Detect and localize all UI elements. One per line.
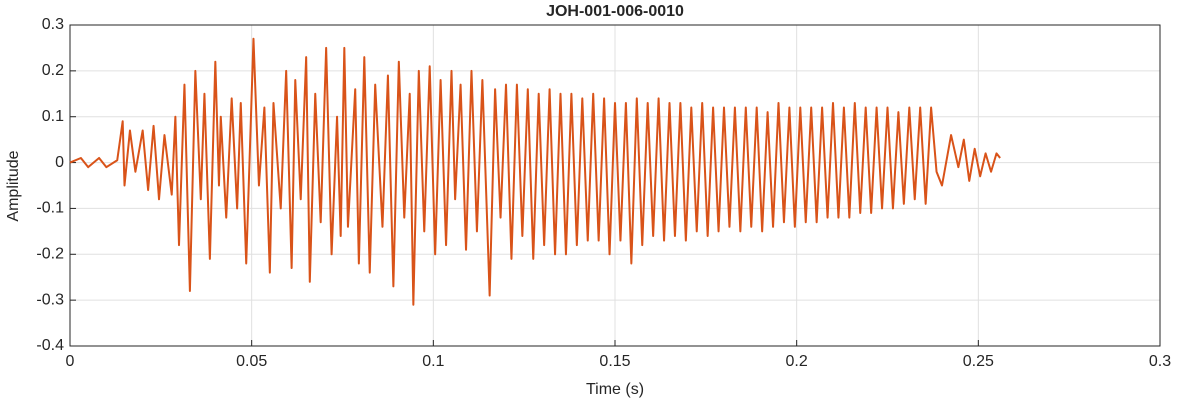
- y-tick-label: -0.2: [36, 246, 64, 263]
- y-tick-label: -0.1: [36, 200, 64, 217]
- x-tick-label: 0.1: [422, 353, 444, 370]
- x-tick-label: 0.05: [236, 353, 267, 370]
- y-tick-label: -0.4: [36, 337, 64, 354]
- waveform-line: [69, 37, 1001, 306]
- y-tick-label: -0.3: [36, 291, 64, 308]
- y-tick-label: 0: [55, 154, 64, 171]
- chart-title: JOH-001-006-0010: [546, 3, 684, 20]
- x-tick-label: 0.15: [599, 353, 630, 370]
- plot-frame: [69, 24, 1161, 347]
- y-tick-label: 0.3: [42, 16, 64, 33]
- x-tick-label: 0.25: [963, 353, 994, 370]
- x-tick-label: 0.2: [786, 353, 808, 370]
- x-axis-label: Time (s): [586, 381, 644, 398]
- y-tick-label: 0.1: [42, 108, 64, 125]
- x-tick-label: 0.3: [1149, 353, 1171, 370]
- x-tick-label: 0: [66, 353, 75, 370]
- y-tick-label: 0.2: [42, 62, 64, 79]
- y-axis-label: Amplitude: [5, 150, 22, 221]
